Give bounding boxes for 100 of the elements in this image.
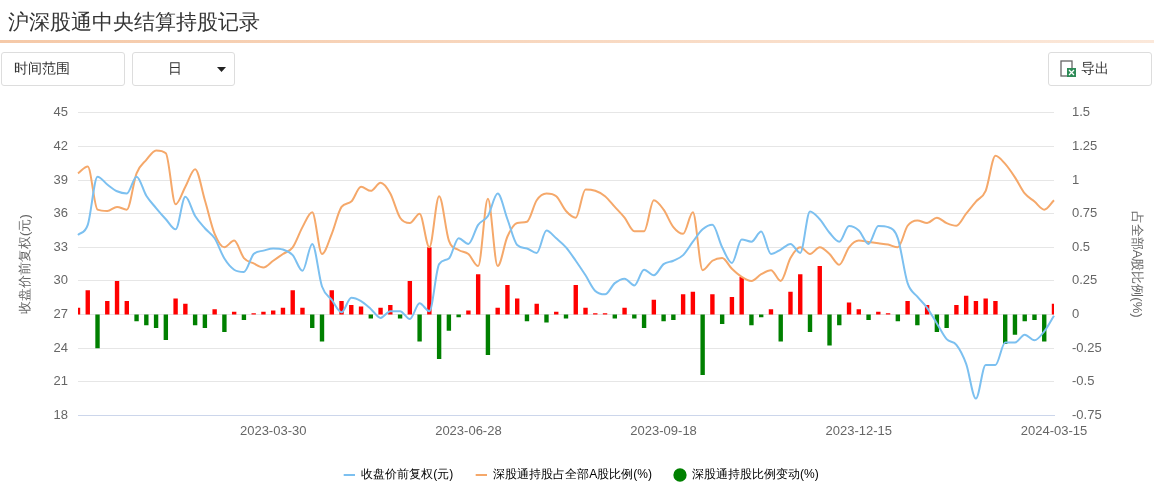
y-tick-label: 39 xyxy=(53,171,68,187)
bar xyxy=(993,301,998,315)
legend-label: 收盘价前复权(元) xyxy=(361,467,454,482)
y2-tick-label: 1.25 xyxy=(1072,138,1098,153)
chart-title: 沪深股通中央结算持股记录 xyxy=(8,9,260,35)
y2-tick-label: -0.75 xyxy=(1072,406,1102,422)
bar xyxy=(105,301,110,315)
bar xyxy=(739,276,744,315)
y2-tick-label: 0.25 xyxy=(1072,272,1098,288)
bar xyxy=(114,280,120,315)
bar xyxy=(573,284,578,315)
bar xyxy=(280,307,286,315)
bar xyxy=(827,314,832,346)
bar xyxy=(622,307,627,315)
bar xyxy=(856,309,861,315)
bar xyxy=(261,311,266,315)
bar xyxy=(290,290,295,315)
bar xyxy=(1051,303,1054,315)
bar xyxy=(690,291,696,315)
y-tick-label: 42 xyxy=(53,138,68,153)
bar xyxy=(95,314,100,349)
bar xyxy=(485,314,491,355)
bar xyxy=(212,309,217,315)
line-series xyxy=(77,149,1055,282)
text: 时间范围 xyxy=(1,52,125,86)
bar xyxy=(505,284,510,315)
bar xyxy=(271,310,276,315)
bar xyxy=(134,314,139,322)
bar xyxy=(729,297,735,315)
bar xyxy=(661,314,666,322)
y2-tick-label: 0.5 xyxy=(1072,238,1091,254)
bar xyxy=(378,307,383,315)
bar xyxy=(124,301,129,315)
bar xyxy=(671,314,676,320)
y-tick-label: 21 xyxy=(53,373,68,389)
text: 日 xyxy=(168,60,182,78)
y-tick-label: 24 xyxy=(53,339,68,355)
y-tick-label: 18 xyxy=(53,406,68,422)
bar xyxy=(144,314,149,326)
y-tick-label: 33 xyxy=(53,238,68,254)
bar xyxy=(554,311,559,315)
bar xyxy=(534,303,539,315)
x-tick-label: 2023-06-28 xyxy=(435,422,502,438)
bar xyxy=(1012,314,1018,335)
bar xyxy=(183,303,188,315)
bar xyxy=(963,295,969,315)
bar xyxy=(632,314,637,319)
bar xyxy=(407,280,413,315)
bar xyxy=(876,311,881,315)
bar xyxy=(700,314,705,376)
bar xyxy=(173,298,178,315)
bar xyxy=(1032,314,1037,320)
bar xyxy=(944,314,949,328)
bar xyxy=(349,305,354,315)
y-tick-label: 36 xyxy=(53,205,68,221)
line-series xyxy=(77,175,1055,400)
bar xyxy=(983,298,988,315)
bar xyxy=(710,294,715,315)
bar xyxy=(231,311,237,315)
x-tick-label: 2024-03-15 xyxy=(1020,422,1088,438)
bar xyxy=(466,310,471,315)
bar xyxy=(427,247,432,315)
bar xyxy=(915,314,920,326)
bar xyxy=(905,301,910,315)
y2-tick-label: -0.25 xyxy=(1072,339,1102,355)
bar xyxy=(846,302,852,315)
bar xyxy=(866,314,871,320)
x-tick-label: 2023-09-18 xyxy=(630,422,697,438)
bar xyxy=(436,314,442,359)
legend-label: 深股通持股占全部A股比例(%) xyxy=(493,467,652,482)
bar xyxy=(222,314,227,333)
y2-tick-label: 0.75 xyxy=(1072,205,1098,221)
bar xyxy=(85,290,90,315)
bar xyxy=(788,291,793,315)
y2-tick-label: -0.5 xyxy=(1072,373,1095,389)
x-tick-label: 2023-12-15 xyxy=(825,422,893,438)
y-tick-label: 30 xyxy=(53,272,68,288)
bar xyxy=(651,299,657,315)
bar xyxy=(768,309,774,315)
y2-tick-label: 0 xyxy=(1072,306,1080,322)
y-tick-label: 45 xyxy=(53,104,68,120)
bar xyxy=(973,301,979,315)
bar xyxy=(544,314,549,323)
bar xyxy=(515,298,520,315)
bar xyxy=(749,314,754,326)
bar xyxy=(680,294,686,315)
bar xyxy=(954,305,959,315)
bar xyxy=(475,274,481,315)
bar xyxy=(798,274,803,315)
bar xyxy=(495,307,500,315)
y2-tick-label: 1.5 xyxy=(1072,104,1091,120)
y2-axis-title: 占全部A股比例(%) xyxy=(1129,210,1145,318)
bar xyxy=(817,266,822,315)
bar xyxy=(300,307,305,315)
bar xyxy=(417,314,422,342)
bar xyxy=(78,307,81,315)
y2-tick-label: 1 xyxy=(1072,171,1080,187)
y-tick-label: 27 xyxy=(53,306,68,322)
legend-label: 深股通持股比例变动(%) xyxy=(692,467,819,482)
x-tick-label: 2023-03-30 xyxy=(239,422,307,438)
